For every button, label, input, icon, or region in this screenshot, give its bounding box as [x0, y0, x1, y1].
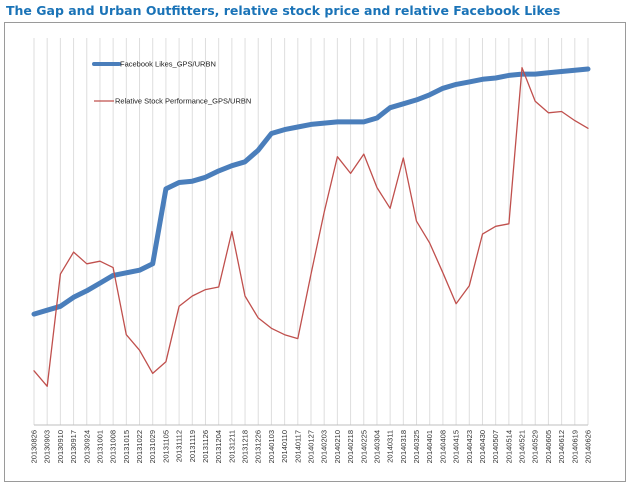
x-tick-label: 20131015	[122, 430, 131, 463]
x-tick-label: 20140110	[280, 430, 289, 463]
series-line-facebook-likes	[31, 66, 591, 317]
x-tick-label: 20131126	[201, 430, 210, 463]
x-tick-label: 20131226	[254, 430, 263, 463]
series-lines	[31, 66, 591, 387]
x-tick-label: 20131008	[109, 430, 118, 463]
x-tick-label: 20140318	[399, 430, 408, 463]
x-tick-label: 20140218	[346, 430, 355, 463]
x-tick-label: 20130917	[69, 430, 78, 463]
x-tick-label: 20131105	[161, 430, 170, 463]
x-tick-label: 20140415	[452, 430, 461, 463]
x-tick-label: 20140203	[320, 430, 329, 463]
x-tick-label: 20140401	[425, 430, 434, 463]
x-tick-label: 20140423	[465, 430, 474, 463]
x-tick-label: 20140304	[373, 430, 382, 463]
x-tick-label: 20140103	[267, 430, 276, 463]
legend-label-facebook-likes: Facebook Likes_GPS/URBN	[120, 60, 216, 69]
x-tick-label: 20131022	[135, 430, 144, 463]
x-tick-label: 20140325	[412, 430, 421, 463]
x-tick-label: 20140612	[557, 430, 566, 463]
x-tick-label: 20140605	[544, 430, 553, 463]
x-tick-label: 20140507	[491, 430, 500, 463]
x-tick-label: 20130910	[56, 430, 65, 463]
x-tick-label: 20140514	[504, 430, 513, 463]
x-tick-label: 20140529	[531, 430, 540, 463]
x-tick-label: 20140408	[438, 430, 447, 463]
x-tick-label: 20140619	[570, 430, 579, 463]
x-tick-label: 20140117	[293, 430, 302, 463]
x-tick-label: 20131001	[96, 430, 105, 463]
x-tick-labels: 20130826 20130903 20130910 20130917 20130924…	[30, 430, 593, 463]
x-tick-label: 20130826	[30, 430, 39, 463]
x-tick-label: 20130924	[82, 430, 91, 463]
gridlines	[33, 38, 589, 426]
x-tick-label: 20130903	[43, 430, 52, 463]
legend-label-relative-stock: Relative Stock Performance_GPS/URBN	[115, 97, 251, 106]
x-tick-label: 20140210	[333, 430, 342, 463]
x-tick-label: 20131211	[227, 430, 236, 463]
x-tick-label: 20140430	[478, 430, 487, 463]
x-tick-label: 20140626	[584, 430, 593, 463]
x-tick-label: 20140521	[518, 430, 527, 463]
chart-title: The Gap and Urban Outfitters, relative s…	[6, 3, 561, 18]
x-tick-label: 20131204	[214, 430, 223, 463]
x-tick-label: 20140311	[386, 430, 395, 463]
series-line-relative-stock	[33, 67, 589, 387]
legend: Facebook Likes_GPS/URBN Relative Stock P…	[92, 60, 251, 106]
x-tick-label: 20131029	[148, 430, 157, 463]
x-tick-label: 20131119	[188, 430, 197, 462]
x-tick-label: 20131218	[241, 430, 250, 463]
x-tick-label: 20140225	[359, 430, 368, 463]
x-tick-label: 20140127	[307, 430, 316, 463]
x-tick-label: 20131112	[175, 430, 184, 462]
